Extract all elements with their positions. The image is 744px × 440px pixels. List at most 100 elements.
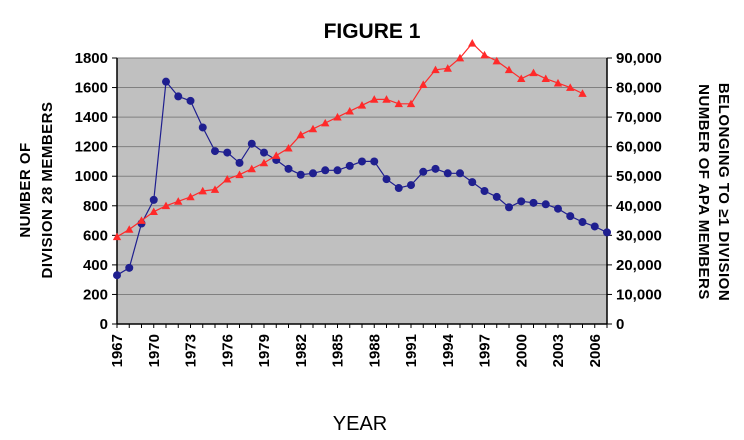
x-axis-label: YEAR	[333, 413, 387, 435]
series-2-point	[370, 95, 379, 103]
series-1-point	[431, 164, 440, 173]
y-right-tick-label: 70,000	[616, 109, 662, 126]
series-1-point	[358, 157, 366, 166]
y-right-tick-label: 20,000	[616, 257, 662, 274]
series-2-point	[296, 130, 305, 139]
x-tick-label: 2000	[513, 334, 530, 367]
series-1-point	[529, 198, 538, 207]
x-tick-label: 2003	[550, 334, 567, 367]
series-2-point	[223, 174, 232, 183]
series-1-point	[480, 187, 489, 195]
series-2-point	[541, 74, 550, 83]
series-layer	[112, 39, 611, 280]
series-1-point	[505, 203, 513, 212]
series-1-point	[174, 92, 183, 101]
series-2-point	[149, 207, 158, 216]
y-right-tick-label: 10,000	[616, 286, 662, 303]
series-1-point	[443, 169, 452, 178]
series-1-point	[113, 271, 121, 280]
series-2-point	[566, 83, 575, 91]
series-2-point	[198, 186, 207, 195]
series-1-point	[554, 204, 562, 213]
series-2-point	[394, 99, 403, 108]
y-left-tick-label: 400	[83, 257, 108, 274]
series-1-point	[541, 200, 550, 209]
series-1-point	[603, 228, 611, 237]
y-left-tick-label: 1800	[75, 50, 108, 67]
series-1-point	[419, 167, 428, 176]
y-left-tick-label: 200	[83, 286, 108, 303]
series-1-point	[211, 147, 219, 156]
series-2-point	[578, 89, 587, 97]
series-2-point	[247, 164, 256, 173]
series-2-point	[284, 143, 293, 152]
series-1-point	[345, 161, 354, 170]
series-1-point	[590, 222, 599, 231]
x-tick-label: 1997	[477, 334, 494, 367]
x-tick-label: 1994	[440, 333, 457, 367]
series-1-point	[247, 139, 256, 148]
series-2-point	[125, 225, 134, 233]
series-1-point	[382, 175, 391, 184]
series-1-point	[296, 170, 305, 179]
series-2-point	[321, 118, 330, 127]
y-right-tick-label: 90,000	[616, 50, 662, 67]
y-right-tick-label: 40,000	[616, 198, 662, 215]
y-axis-right-label-line1: NUMBER OF APA MEMBERS	[695, 84, 712, 300]
series-2-point	[419, 80, 428, 88]
series-2-point	[186, 192, 195, 201]
series-1-point	[321, 166, 330, 175]
series-1-point	[492, 192, 501, 201]
series-2-point	[210, 185, 220, 193]
series-1-point	[468, 178, 477, 187]
x-tick-label: 1970	[146, 334, 163, 367]
x-tick-label: 1991	[403, 334, 420, 367]
series-1-point	[456, 169, 464, 178]
series-1-point	[517, 197, 526, 206]
chart-title: FIGURE 1	[324, 20, 421, 43]
series-1-point	[333, 166, 342, 175]
series-1-point	[566, 212, 575, 221]
series-1-point	[186, 96, 195, 105]
y-left-tick-label: 0	[100, 316, 108, 333]
x-tick-label: 1973	[183, 334, 200, 367]
series-2-point	[259, 158, 269, 167]
axis-ticks: 0 200 400 600 800 1000 1200 1400 1600 1800 0 10,000…	[75, 50, 662, 367]
x-tick-label: 1985	[330, 334, 347, 367]
series-2-point	[455, 53, 465, 62]
y-right-tick-label: 0	[616, 316, 624, 333]
y-left-tick-label: 1200	[75, 139, 108, 156]
series-1-point	[149, 195, 158, 204]
series-2-point	[480, 50, 489, 59]
x-tick-label: 1982	[293, 334, 310, 367]
y-right-tick-label: 80,000	[616, 80, 662, 97]
series-1-point	[370, 157, 379, 166]
y-right-tick-label: 30,000	[616, 227, 662, 244]
x-tick-label: 1976	[219, 334, 236, 367]
series-2-point	[406, 99, 416, 108]
series-1-point	[162, 77, 170, 86]
series-2-point	[161, 201, 171, 210]
y-left-tick-label: 800	[83, 198, 108, 215]
y-left-tick-label: 1400	[75, 109, 108, 126]
series-1-point	[578, 218, 587, 227]
series-2-point	[382, 95, 391, 103]
series-1-point	[235, 158, 244, 167]
series-2-point	[553, 78, 563, 87]
series-2-point	[431, 65, 440, 74]
series-2-point	[443, 64, 452, 72]
series-1-point	[260, 148, 268, 157]
series-2-point	[137, 216, 146, 224]
series-1-point	[284, 164, 293, 173]
series-1-point	[309, 169, 317, 178]
x-tick-label: 1967	[109, 334, 126, 367]
series-2-point	[308, 124, 318, 133]
y-axis-right-label-line2: BELONGING TO ≥1 DIVISION	[715, 83, 732, 301]
series-1-point	[394, 184, 403, 193]
series-2-point	[174, 197, 183, 205]
series-1-point	[407, 181, 415, 190]
x-tick-label: 1979	[256, 334, 273, 367]
y-left-tick-label: 1600	[75, 80, 108, 97]
series-2-point	[492, 56, 501, 65]
